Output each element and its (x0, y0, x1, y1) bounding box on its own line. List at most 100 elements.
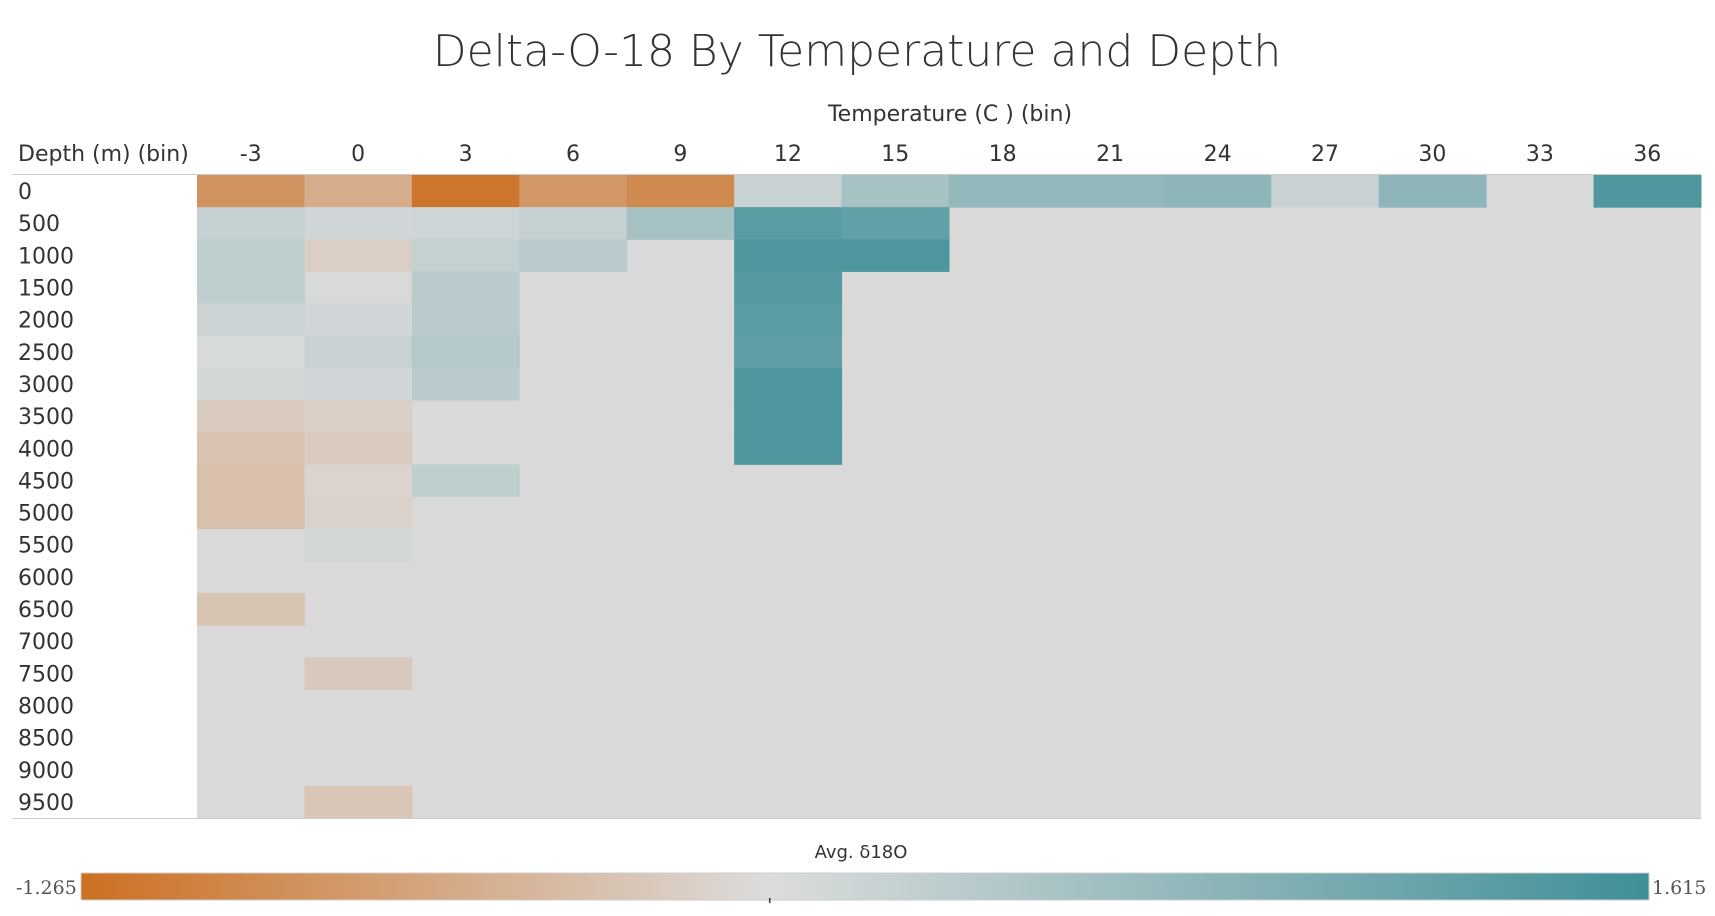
y-tick-label: 5000 (18, 502, 74, 527)
y-tick-label: 7500 (18, 662, 74, 687)
heatmap-cell (304, 367, 413, 401)
x-tick-label: 15 (881, 142, 909, 167)
y-tick-labels: 0 500 1000 1500 2000 2500 3000 3500 4000 4500 5000… (18, 180, 74, 816)
heatmap-cell (1378, 175, 1487, 208)
column-header: Temperature (C ) (bin) (827, 102, 1072, 127)
x-tick-label: 3 (459, 142, 473, 167)
heatmap-cell (197, 271, 305, 305)
legend-max-label: 1.615 (1652, 877, 1706, 899)
y-tick-label: 3500 (18, 405, 74, 430)
x-tick-label: 12 (774, 142, 802, 167)
heatmap-cell (411, 303, 520, 337)
heatmap-cell (734, 175, 843, 208)
x-tick-label: 30 (1418, 142, 1446, 167)
heatmap-cell (734, 400, 843, 433)
heatmap-cell (1163, 175, 1272, 208)
y-tick-label: 9500 (18, 791, 74, 816)
x-tick-label: 24 (1204, 142, 1232, 167)
heatmap-cell (304, 400, 413, 433)
heatmap-cell (304, 464, 413, 497)
heatmap-cell (197, 335, 305, 369)
heatmap-cell (197, 175, 305, 208)
heatmap-cell (519, 207, 628, 240)
heatmap-cell (734, 239, 843, 272)
heatmap-cell (841, 175, 950, 208)
y-tick-label: 4500 (18, 469, 74, 494)
heatmap-cell (411, 335, 520, 369)
heatmap-cells (197, 175, 1702, 819)
heatmap-cell (841, 239, 950, 272)
heatmap-cell (841, 207, 950, 240)
heatmap-cell (411, 367, 520, 401)
heatmap-cell (734, 432, 843, 465)
y-tick-label: 8500 (18, 727, 74, 752)
y-tick-label: 7000 (18, 630, 74, 655)
heatmap-cell (197, 592, 305, 626)
heatmap-cell (304, 239, 413, 272)
y-tick-label: 8000 (18, 695, 74, 720)
y-tick-label: 500 (18, 212, 60, 237)
heatmap-cell (734, 271, 843, 305)
y-tick-label: 2000 (18, 309, 74, 334)
legend-min-label: -1.265 (16, 877, 77, 899)
heatmap-cell (626, 175, 735, 208)
y-tick-label: 1000 (18, 244, 74, 269)
heatmap-cell (734, 207, 843, 240)
y-tick-label: 2500 (18, 341, 74, 366)
color-legend: Avg. δ18O -1.265 1.615 (16, 842, 1706, 903)
heatmap-cell (1593, 175, 1702, 208)
heatmap-cell (734, 335, 843, 369)
heatmap-cell (304, 785, 413, 819)
heatmap-cell (197, 239, 305, 272)
legend-gradient-bar (80, 872, 1650, 901)
heatmap-cell (304, 496, 413, 530)
heatmap-cell (304, 657, 413, 690)
heatmap-cell (411, 239, 520, 272)
heatmap-cell (519, 175, 628, 208)
heatmap-cell (411, 271, 520, 305)
heatmap-cell (626, 207, 735, 240)
heatmap-cell (734, 303, 843, 337)
row-header: Depth (m) (bin) (18, 142, 189, 167)
heatmap-cell (304, 432, 413, 465)
y-tick-label: 1500 (18, 277, 74, 302)
heatmap-cell (197, 367, 305, 401)
heatmap-cell (197, 432, 305, 465)
y-tick-label: 9000 (18, 759, 74, 784)
heatmap-cell (519, 239, 628, 272)
y-tick-label: 5500 (18, 534, 74, 559)
heatmap-cell (304, 175, 413, 208)
x-tick-label: 33 (1526, 142, 1554, 167)
x-tick-label: 18 (989, 142, 1017, 167)
heatmap-cell (304, 335, 413, 369)
heatmap-cell (411, 207, 520, 240)
heatmap-cell (197, 496, 305, 530)
y-tick-label: 4000 (18, 437, 74, 462)
heatmap-cell (411, 464, 520, 497)
x-tick-label: 27 (1311, 142, 1339, 167)
x-tick-label: 9 (673, 142, 687, 167)
heatmap-cell (734, 367, 843, 401)
chart-title: Delta-O-18 By Temperature and Depth (433, 26, 1282, 77)
x-tick-label: 36 (1633, 142, 1661, 167)
x-tick-labels: -3 0 3 6 9 12 15 18 21 24 27 30 33 36 (240, 142, 1662, 167)
y-tick-label: 3000 (18, 373, 74, 398)
heatmap-cell (411, 175, 520, 208)
heatmap-cell (304, 207, 413, 240)
heatmap-cell (197, 464, 305, 497)
heatmap-cell (1056, 175, 1165, 208)
heatmap-cell (1271, 175, 1380, 208)
x-tick-label: 21 (1096, 142, 1124, 167)
x-tick-label: 0 (351, 142, 365, 167)
heatmap-cell (197, 207, 305, 240)
y-tick-label: 6000 (18, 566, 74, 591)
heatmap-cell (304, 528, 413, 562)
legend-title: Avg. δ18O (815, 842, 908, 863)
heatmap-cell (304, 303, 413, 337)
y-tick-label: 6500 (18, 598, 74, 623)
heatmap-cell (949, 175, 1057, 208)
x-tick-label: 6 (566, 142, 580, 167)
heatmap-cell (197, 303, 305, 337)
heatmap-cell (197, 400, 305, 433)
